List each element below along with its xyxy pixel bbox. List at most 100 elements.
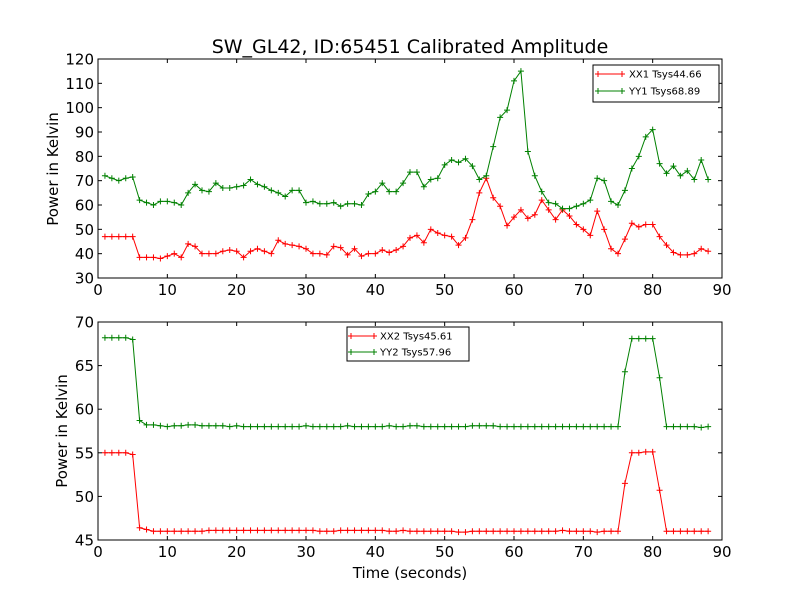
data-point-marker [497, 528, 504, 535]
data-point-marker [587, 232, 594, 239]
data-point-marker [427, 423, 434, 430]
data-point-marker [171, 422, 178, 429]
x-tick-label: 40 [366, 543, 385, 561]
data-point-marker [275, 189, 282, 196]
data-point-marker [372, 188, 379, 195]
data-point-marker [663, 528, 670, 535]
legend-bottom: XX2 Tsys45.61 YY2 Tsys57.96 [346, 326, 470, 362]
data-point-marker [420, 423, 427, 430]
data-point-marker [608, 198, 615, 205]
data-point-marker [323, 251, 330, 258]
data-point-marker [538, 188, 545, 195]
data-point-marker [205, 250, 212, 257]
data-point-marker [164, 423, 171, 430]
legend-entry-yy1: YY1 Tsys68.89 [595, 87, 700, 98]
data-point-marker [407, 234, 413, 241]
data-point-marker [407, 528, 413, 535]
data-point-marker [226, 184, 233, 191]
data-point-marker [504, 222, 511, 229]
data-point-marker [178, 422, 185, 429]
data-point-marker [400, 527, 407, 534]
data-point-marker [608, 423, 615, 430]
data-point-marker [441, 528, 448, 535]
data-point-marker [615, 423, 621, 430]
data-point-marker [615, 528, 621, 535]
data-point-marker [212, 250, 219, 257]
data-point-marker [628, 449, 635, 456]
legend-label-xx1: XX1 Tsys44.66 [629, 70, 702, 81]
data-point-marker [205, 188, 212, 195]
data-point-marker [108, 233, 115, 240]
data-point-marker [157, 198, 164, 205]
data-point-marker [296, 243, 303, 250]
data-point-marker [490, 422, 497, 429]
data-point-marker [642, 133, 649, 140]
data-point-marker [212, 422, 219, 429]
data-point-marker [469, 163, 476, 170]
x-tick-label: 0 [93, 543, 103, 561]
y-tick-label: 110 [65, 75, 94, 93]
y-tick-label: 70 [75, 314, 94, 332]
data-point-marker [698, 156, 705, 163]
data-point-marker [372, 423, 379, 430]
data-point-marker [365, 191, 372, 198]
data-point-marker [524, 215, 531, 222]
data-point-marker [677, 251, 684, 258]
data-point-marker [594, 423, 601, 430]
y-tick-label: 30 [75, 270, 94, 288]
data-point-marker [608, 245, 615, 252]
data-point-marker [185, 189, 192, 196]
data-point-marker [656, 487, 663, 494]
y-ticks-bottom: 45 50 55 60 65 70 [75, 314, 722, 550]
data-point-marker [511, 423, 517, 430]
data-point-marker [316, 423, 323, 430]
data-point-marker [289, 423, 296, 430]
data-point-marker [108, 449, 115, 456]
legend-entry-xx2: XX2 Tsys45.61 [348, 332, 453, 343]
data-point-marker [219, 527, 226, 534]
y-tick-label: 70 [75, 172, 94, 190]
data-point-marker [289, 242, 296, 249]
data-point-marker [240, 527, 247, 534]
data-point-marker [240, 182, 247, 189]
data-point-marker [587, 528, 594, 535]
data-point-marker [185, 421, 192, 428]
data-point-marker [594, 175, 601, 182]
data-point-marker [171, 528, 178, 535]
data-point-marker [642, 221, 649, 228]
data-point-marker [171, 199, 178, 206]
data-point-marker [101, 449, 108, 456]
data-point-marker [344, 527, 351, 534]
y-ticks-top: 30 40 50 60 70 80 90 100 110 120 [65, 51, 722, 288]
data-point-marker [254, 527, 261, 534]
data-point-marker [594, 529, 601, 536]
data-point-marker [296, 187, 303, 194]
data-point-marker [157, 255, 164, 262]
data-point-marker [358, 527, 365, 534]
data-point-marker [580, 423, 587, 430]
legend-marker [595, 88, 601, 94]
data-point-marker [684, 167, 691, 174]
legend-top: XX1 Tsys44.66 YY1 Tsys68.89 [592, 64, 720, 103]
data-point-marker [677, 172, 684, 179]
axes-frame-top [97, 58, 723, 279]
data-point-marker [247, 423, 254, 430]
data-point-marker [705, 248, 712, 255]
data-point-marker [615, 250, 621, 257]
data-point-marker [178, 254, 185, 261]
legend-box-top [592, 64, 720, 103]
x-tick-label: 30 [296, 543, 315, 561]
data-point-marker [393, 188, 400, 195]
data-point-marker [601, 177, 608, 184]
data-point-marker [122, 449, 129, 456]
data-point-marker [483, 528, 490, 535]
x-tick-label: 80 [643, 281, 662, 299]
data-point-marker [559, 527, 566, 534]
data-point-marker [573, 528, 580, 535]
data-point-marker [240, 423, 247, 430]
data-point-marker [254, 423, 261, 430]
data-point-marker [490, 194, 497, 201]
data-point-marker [511, 214, 517, 221]
data-point-marker [545, 423, 552, 430]
